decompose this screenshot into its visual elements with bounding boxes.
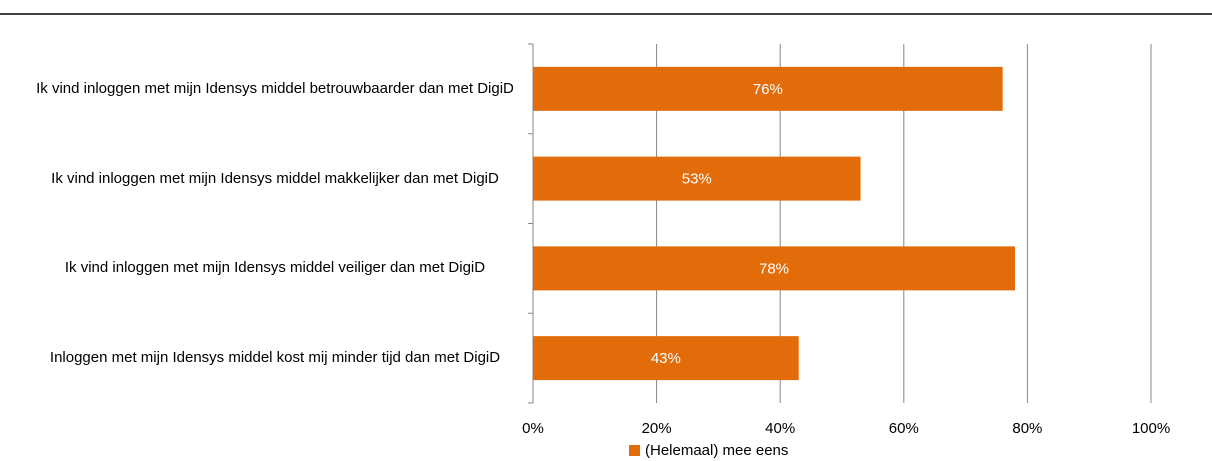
data-label: 78% bbox=[759, 260, 789, 277]
x-tick-label: 0% bbox=[522, 420, 544, 437]
x-tick-label: 20% bbox=[642, 420, 672, 437]
legend-swatch bbox=[629, 445, 640, 456]
legend-label: (Helemaal) mee eens bbox=[645, 442, 788, 459]
x-tick-label: 40% bbox=[765, 420, 795, 437]
y-tick-label: Ik vind inloggen met mijn Idensys middel… bbox=[36, 79, 514, 97]
bar bbox=[533, 66, 1003, 111]
x-tick-label: 100% bbox=[1132, 420, 1170, 437]
y-tick-label: Inloggen met mijn Idensys middel kost mi… bbox=[49, 349, 501, 367]
y-tick-label: Ik vind inloggen met mijn Idensys middel… bbox=[64, 259, 486, 277]
bar bbox=[533, 156, 861, 201]
x-tick-label: 60% bbox=[889, 420, 919, 437]
data-label: 76% bbox=[753, 81, 783, 98]
y-tick-label: Ik vind inloggen met mijn Idensys middel… bbox=[51, 169, 499, 187]
data-label: 43% bbox=[651, 350, 681, 367]
data-label: 53% bbox=[682, 171, 712, 188]
bar bbox=[533, 246, 1016, 291]
bar bbox=[533, 336, 799, 381]
x-tick-label: 80% bbox=[1012, 420, 1042, 437]
